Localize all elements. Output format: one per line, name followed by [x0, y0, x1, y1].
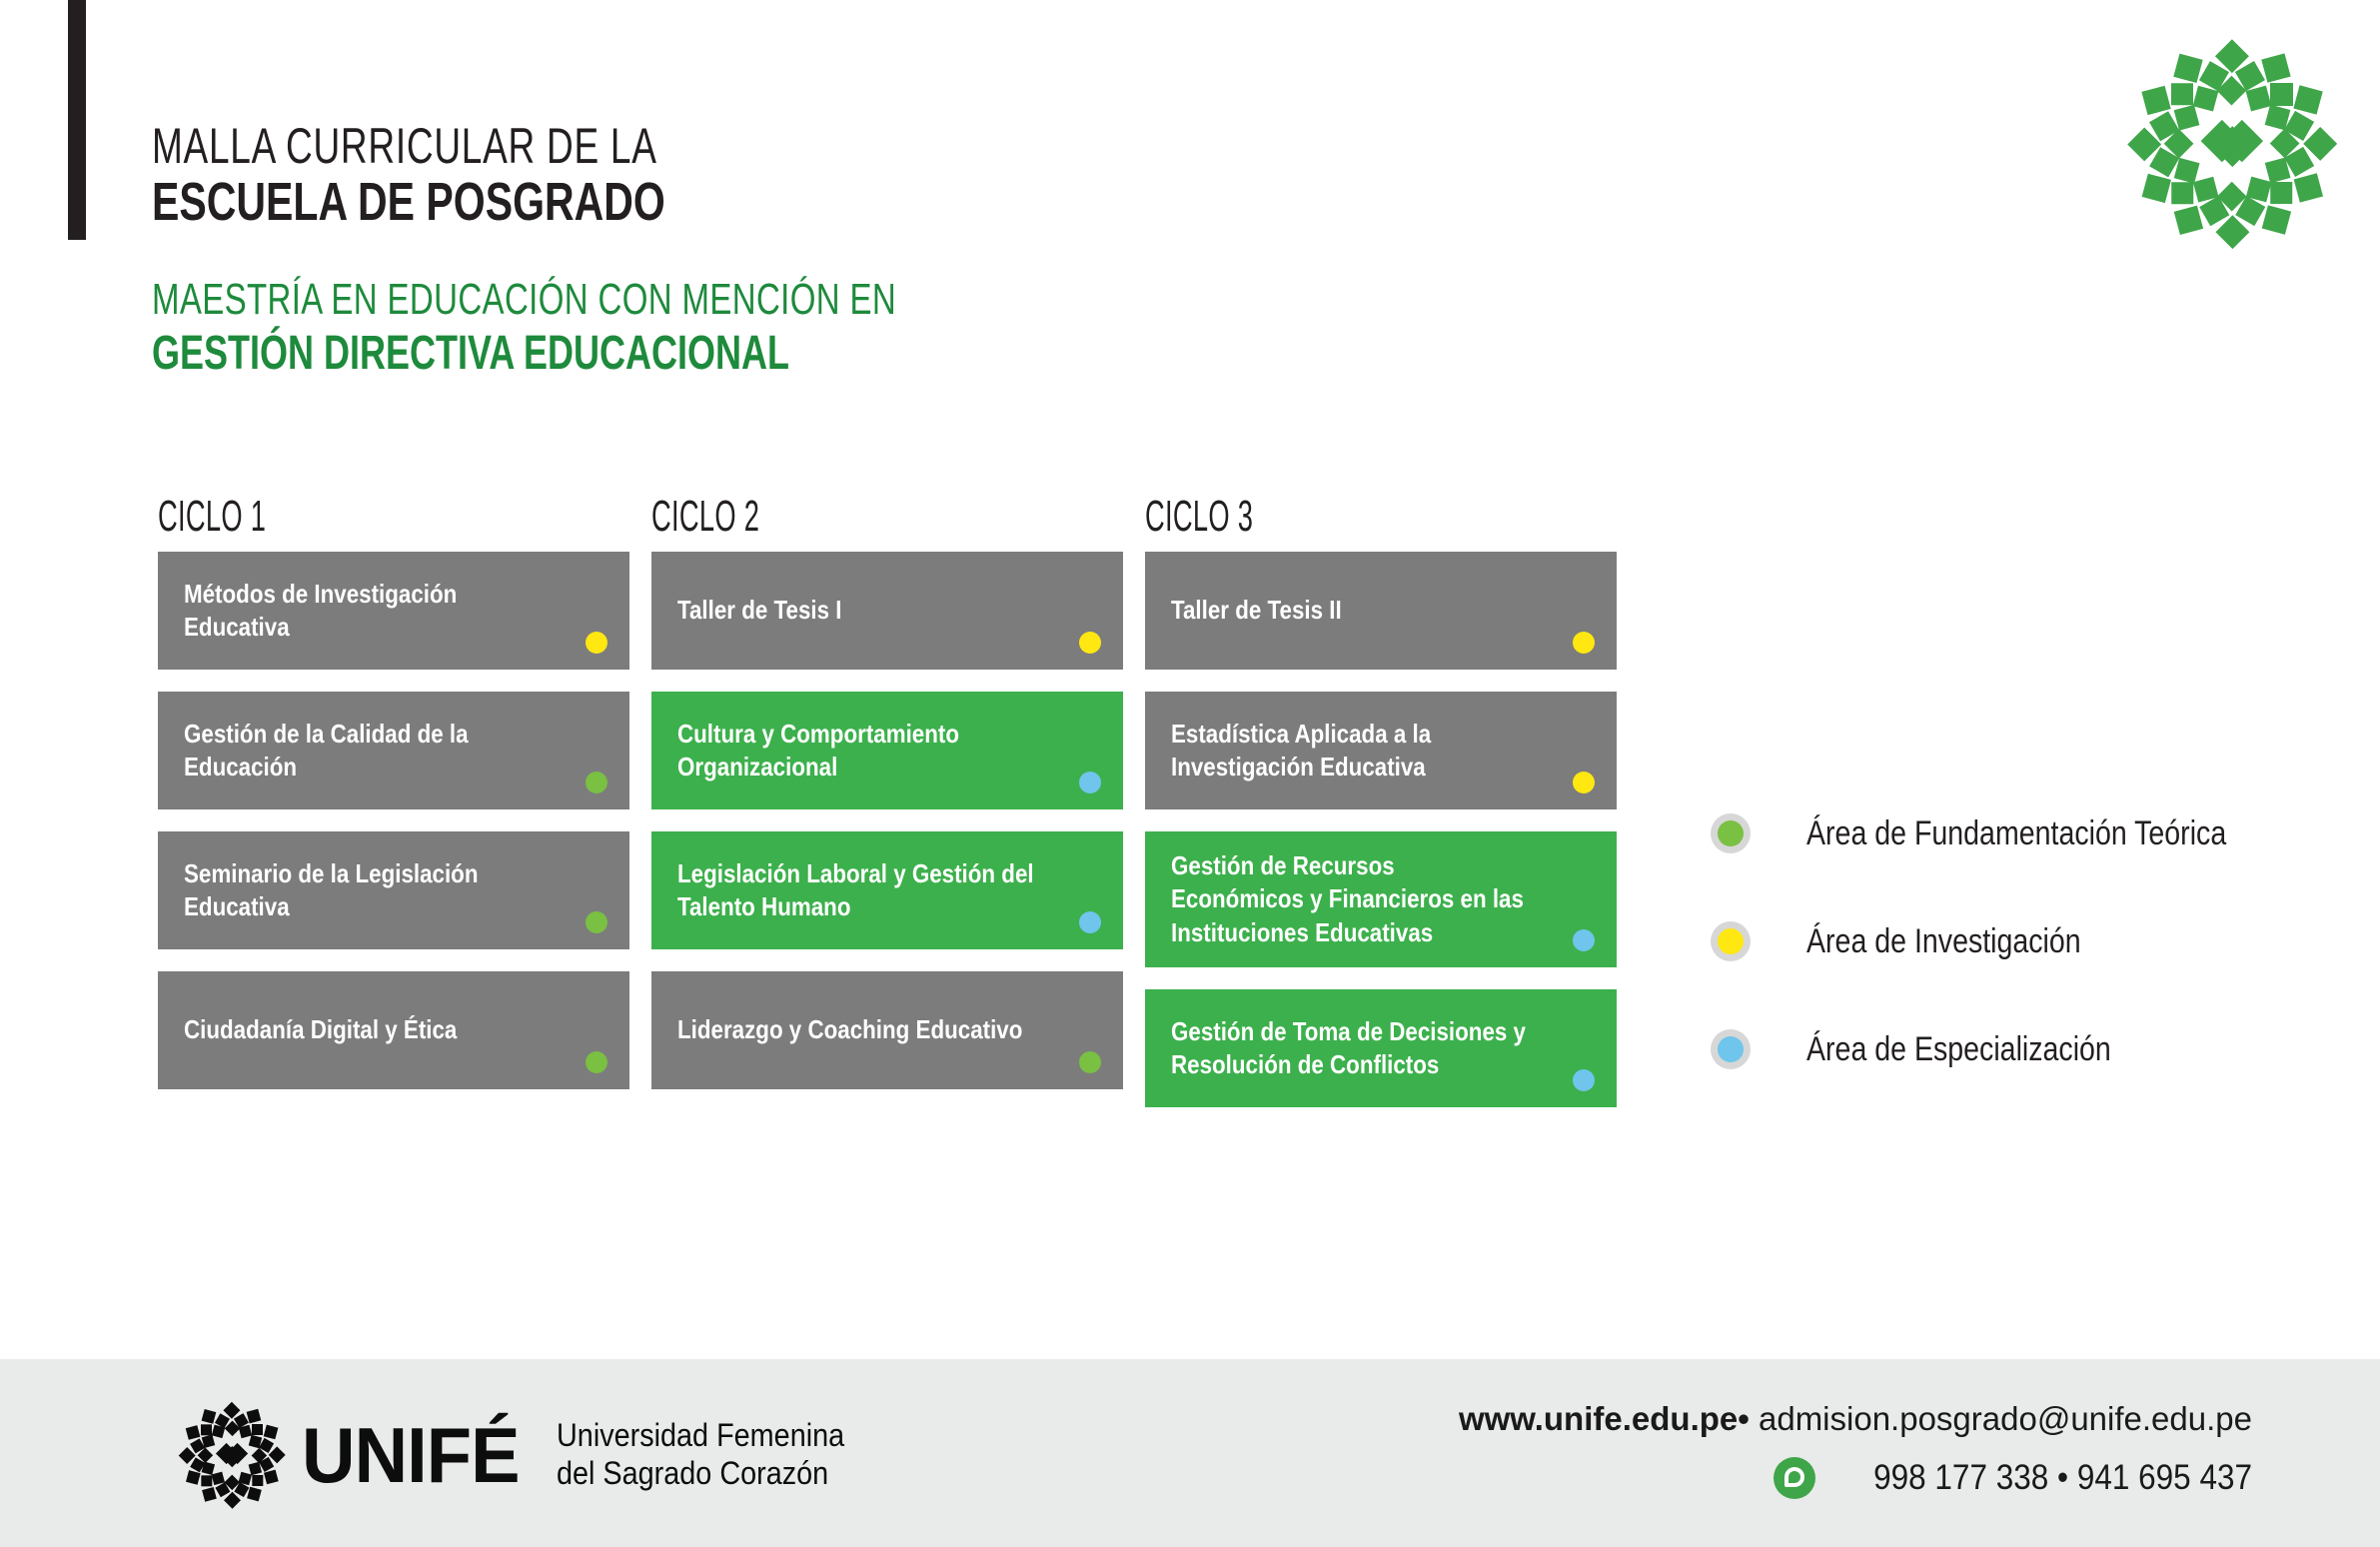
course-title: Gestión de Toma de Decisiones y Resoluci… — [1171, 1015, 1526, 1079]
area-dot-green — [1079, 1051, 1101, 1073]
area-dot-yellow — [1573, 772, 1595, 793]
unife-subtitle: Universidad Femenina del Sagrado Corazón — [557, 1417, 876, 1493]
footer-contact: www.unife.edu.pe• admision.posgrado@unif… — [1459, 1399, 2252, 1499]
course-title: Estadística Aplicada a la Investigación … — [1171, 718, 1432, 781]
course-title: Gestión de Recursos Económicos y Financi… — [1171, 850, 1524, 947]
course-card[interactable]: Seminario de la Legislación Educativa — [158, 831, 629, 949]
legend-item: Área de Investigación — [1711, 887, 2306, 995]
course-card[interactable]: Ciudadanía Digital y Ética — [158, 971, 629, 1089]
program-title: MAESTRÍA EN EDUCACIÓN CON MENCIÓN EN GES… — [152, 275, 1144, 381]
course-title: Legislación Laboral y Gestión del Talent… — [677, 857, 1034, 921]
legend-label: Área de Investigación — [1806, 921, 2081, 960]
course-title: Taller de Tesis II — [1171, 595, 1342, 626]
course-title: Gestión de la Calidad de la Educación — [184, 718, 469, 781]
contact-phones: 998 177 338 • 941 695 437 — [1459, 1456, 2252, 1499]
legend-label: Área de Fundamentación Teórica — [1806, 813, 2227, 852]
cycle-column-2: CICLO 2 Taller de Tesis I Cultura y Compor… — [651, 492, 1123, 1111]
course-title: Taller de Tesis I — [677, 595, 842, 626]
unife-subtitle-line-1: Universidad Femenina — [557, 1417, 845, 1454]
course-card[interactable]: Cultura y Comportamiento Organizacional — [651, 692, 1123, 809]
cycle-heading-2: CICLO 2 — [651, 492, 760, 541]
area-dot-blue — [1079, 911, 1101, 933]
unife-mandala-logo-icon — [2126, 38, 2338, 250]
course-title: Ciudadanía Digital y Ética — [184, 1014, 458, 1045]
page-title-line-1: MALLA CURRICULAR DE LA — [152, 118, 657, 174]
page-title-line-2: ESCUELA DE POSGRADO — [152, 172, 665, 232]
legend-dot-icon — [1711, 1029, 1751, 1069]
header-accent-bar — [68, 0, 86, 240]
cycle-heading-1: CICLO 1 — [158, 492, 267, 541]
course-card[interactable]: Gestión de Toma de Decisiones y Resoluci… — [1145, 988, 1617, 1107]
area-dot-blue — [1573, 928, 1595, 951]
course-title: Liderazgo y Coaching Educativo — [677, 1014, 1023, 1045]
phone-1[interactable]: 998 177 338 — [1873, 1457, 2049, 1497]
area-dot-yellow — [586, 632, 607, 654]
course-card[interactable]: Métodos de Investigación Educativa — [158, 552, 629, 670]
area-dot-blue — [1079, 772, 1101, 793]
course-card[interactable]: Estadística Aplicada a la Investigación … — [1145, 692, 1617, 809]
cycle-column-1: CICLO 1 Métodos de Investigación Educativ… — [158, 492, 629, 1111]
course-card[interactable]: Liderazgo y Coaching Educativo — [651, 971, 1123, 1089]
course-card[interactable]: Gestión de Recursos Económicos y Financi… — [1145, 831, 1617, 967]
area-dot-yellow — [1079, 632, 1101, 654]
page-title: MALLA CURRICULAR DE LA ESCUELA DE POSGRA… — [152, 120, 834, 230]
course-title: Métodos de Investigación Educativa — [184, 578, 458, 642]
course-title: Seminario de la Legislación Educativa — [184, 857, 479, 921]
footer: UNIFÉ Universidad Femenina del Sagrado C… — [0, 1359, 2380, 1547]
program-title-line-2: GESTIÓN DIRECTIVA EDUCACIONAL — [152, 327, 790, 381]
area-dot-yellow — [1573, 632, 1595, 654]
legend-item: Área de Fundamentación Teórica — [1711, 779, 2306, 887]
unife-wordmark: UNIFÉ — [302, 1411, 520, 1499]
phone-separator: • — [2057, 1457, 2069, 1497]
unife-subtitle-line-2: del Sagrado Corazón — [557, 1455, 829, 1491]
legend-dot-icon — [1711, 813, 1751, 853]
course-card[interactable]: Taller de Tesis II — [1145, 552, 1617, 670]
contact-separator: • — [1738, 1400, 1750, 1437]
phone-2[interactable]: 941 695 437 — [2076, 1457, 2252, 1497]
website-link[interactable]: www.unife.edu.pe — [1458, 1400, 1739, 1437]
area-dot-blue — [1573, 1068, 1595, 1091]
legend-dot-icon — [1711, 921, 1751, 961]
area-dot-green — [586, 772, 607, 793]
whatsapp-icon[interactable] — [1773, 1456, 1815, 1499]
unife-mandala-footer-icon — [178, 1401, 286, 1509]
legend-label: Área de Especialización — [1806, 1029, 2111, 1068]
area-dot-green — [586, 911, 607, 933]
program-title-line-1: MAESTRÍA EN EDUCACIÓN CON MENCIÓN EN — [152, 275, 897, 324]
email-link[interactable]: admision.posgrado@unife.edu.pe — [1758, 1400, 2252, 1437]
course-card[interactable]: Legislación Laboral y Gestión del Talent… — [651, 831, 1123, 949]
legend-item: Área de Especialización — [1711, 995, 2306, 1103]
cycle-heading-3: CICLO 3 — [1145, 492, 1254, 541]
course-card[interactable]: Taller de Tesis I — [651, 552, 1123, 670]
course-card[interactable]: Gestión de la Calidad de la Educación — [158, 692, 629, 809]
contact-web-email: www.unife.edu.pe• admision.posgrado@unif… — [1459, 1399, 2252, 1439]
footer-brand: UNIFÉ Universidad Femenina del Sagrado C… — [178, 1401, 876, 1509]
area-dot-green — [586, 1051, 607, 1073]
legend: Área de Fundamentación Teórica Área de In… — [1711, 779, 2306, 1103]
course-title: Cultura y Comportamiento Organizacional — [677, 718, 960, 781]
cycle-column-3: CICLO 3 Taller de Tesis II Estadística Apl… — [1145, 492, 1617, 1129]
